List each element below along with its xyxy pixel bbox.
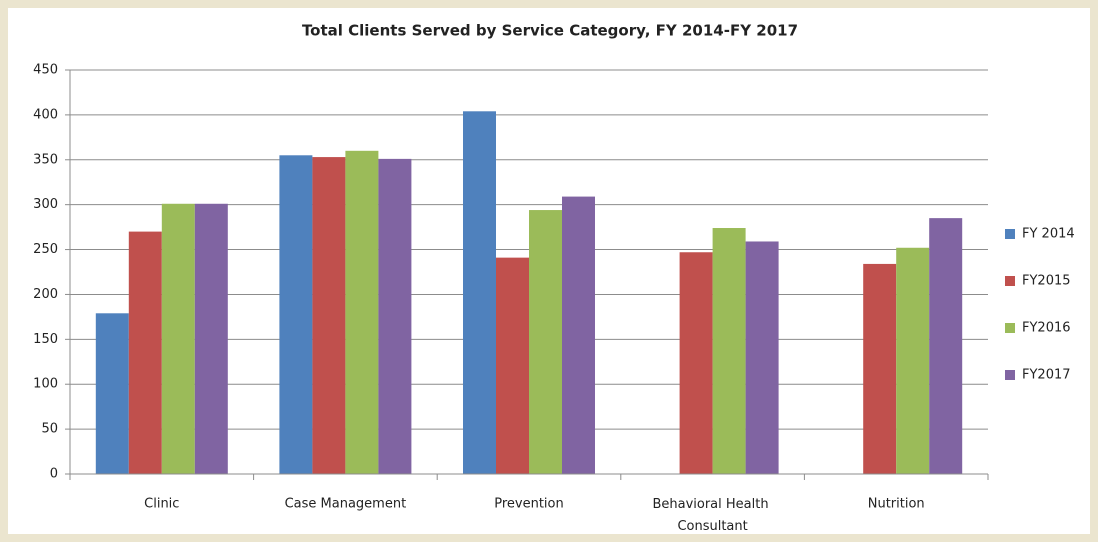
y-tick-label: 50 bbox=[41, 422, 58, 437]
y-tick-label: 100 bbox=[33, 377, 58, 392]
legend-label: FY2015 bbox=[1022, 274, 1071, 289]
legend-label: FY2016 bbox=[1022, 321, 1071, 336]
x-tick-label: Clinic bbox=[144, 497, 179, 512]
bar bbox=[161, 203, 195, 474]
bar bbox=[312, 157, 346, 474]
legend-swatch bbox=[1005, 370, 1015, 380]
x-tick-label: Prevention bbox=[494, 497, 564, 512]
legend-label: FY2017 bbox=[1022, 368, 1071, 383]
x-tick-label: Behavioral Health Consultant bbox=[652, 497, 772, 534]
y-tick-label: 300 bbox=[33, 197, 58, 212]
legend-swatch bbox=[1005, 323, 1015, 333]
y-tick-label: 350 bbox=[33, 152, 58, 167]
bar bbox=[712, 228, 746, 474]
y-tick-label: 200 bbox=[33, 287, 58, 302]
bar bbox=[929, 218, 963, 474]
legend-label: FY 2014 bbox=[1022, 227, 1075, 242]
bar bbox=[562, 196, 595, 474]
bar bbox=[529, 210, 562, 474]
bar bbox=[745, 241, 779, 474]
y-tick-label: 250 bbox=[33, 242, 58, 257]
bar bbox=[679, 252, 713, 474]
bar bbox=[496, 257, 529, 474]
bar bbox=[128, 231, 162, 474]
bar bbox=[863, 263, 897, 474]
y-tick-label: 150 bbox=[33, 332, 58, 347]
bar bbox=[279, 155, 313, 475]
x-tick-label: Nutrition bbox=[868, 497, 925, 512]
legend-swatch bbox=[1005, 229, 1015, 239]
bar bbox=[95, 313, 129, 474]
bar bbox=[463, 111, 496, 474]
y-tick-label: 450 bbox=[33, 63, 58, 78]
x-tick-label: Case Management bbox=[285, 497, 407, 512]
y-tick-label: 400 bbox=[33, 107, 58, 122]
bar bbox=[345, 150, 379, 475]
bar bbox=[378, 158, 412, 474]
chart-title: Total Clients Served by Service Category… bbox=[302, 22, 798, 40]
bar bbox=[194, 203, 228, 474]
bar bbox=[896, 247, 930, 474]
legend-swatch bbox=[1005, 276, 1015, 286]
y-tick-label: 0 bbox=[50, 467, 58, 482]
